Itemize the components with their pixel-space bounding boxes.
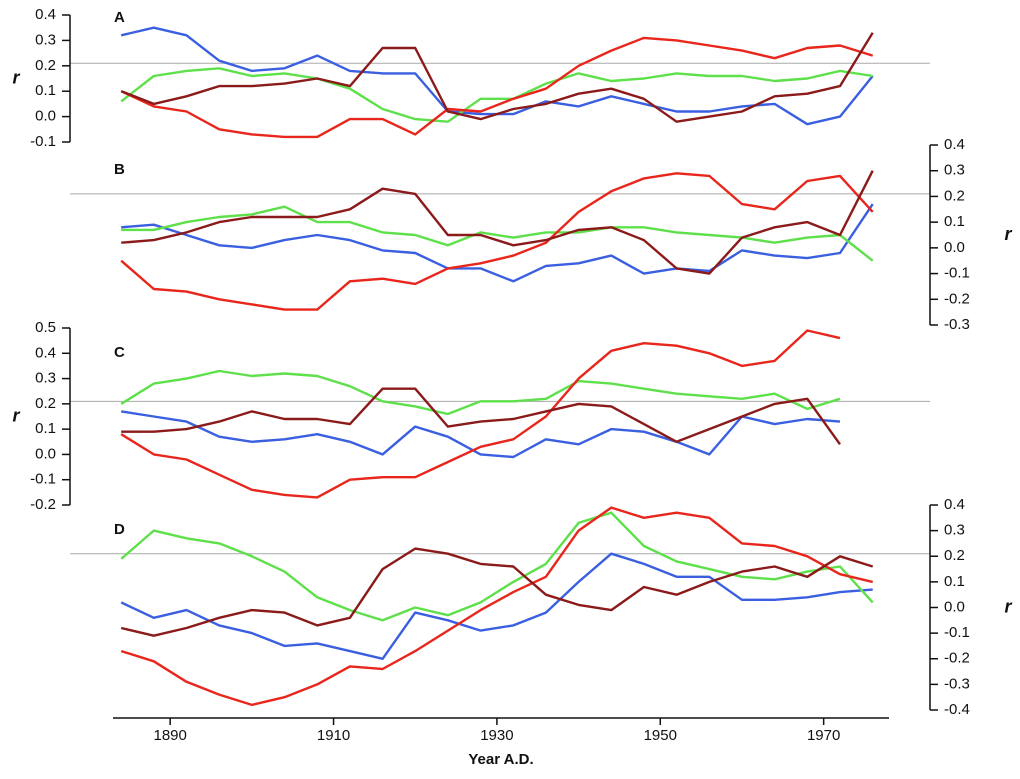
y-tick-label: 0.3 (35, 31, 56, 48)
y-tick-label: 0.2 (35, 395, 56, 412)
y-tick-label: 0.1 (35, 82, 56, 99)
y-tick-label: 0.0 (35, 445, 56, 462)
series-line (120, 26, 874, 126)
x-tick-label: 1970 (807, 727, 840, 744)
y-tick-label: 0.4 (944, 496, 965, 513)
series-line (121, 205, 874, 262)
y-tick-label: 0.2 (35, 57, 56, 74)
series-line (120, 67, 873, 123)
series-line (121, 203, 874, 283)
series-line (121, 387, 841, 446)
series-line (121, 170, 874, 275)
panel-label: D (114, 521, 125, 538)
y-tick-label: -0.1 (30, 471, 56, 488)
x-axis-label: Year A.D. (468, 751, 533, 768)
x-tick-label: 1910 (317, 727, 350, 744)
y-tick-label: 0.0 (944, 239, 965, 256)
series-line (120, 369, 841, 416)
y-tick-label: -0.2 (30, 496, 56, 513)
y-tick-label: 0.0 (944, 598, 965, 615)
y-tick-label: 0.3 (944, 162, 965, 179)
series-line (120, 506, 873, 707)
y-tick-label: 0.4 (944, 136, 965, 153)
y-tick-label: -0.1 (30, 133, 56, 150)
x-tick-label: 1950 (644, 727, 677, 744)
panel-label: C (114, 344, 125, 361)
y-tick-label: 0.2 (944, 547, 965, 564)
y-tick-label: 0.2 (944, 187, 965, 204)
y-tick-label: 0.1 (944, 213, 965, 230)
y-tick-label: -0.2 (944, 290, 970, 307)
y-tick-label: 0.3 (944, 522, 965, 539)
x-tick-label: 1890 (153, 727, 186, 744)
y-tick-label: -0.3 (944, 316, 970, 333)
series-line (120, 552, 873, 660)
series-line (120, 329, 841, 499)
y-tick-label: -0.4 (944, 701, 970, 718)
x-tick-label: 1930 (480, 727, 513, 744)
series-line (120, 32, 874, 123)
y-axis-label: r (1004, 224, 1012, 244)
series-line (120, 36, 874, 139)
y-tick-label: -0.1 (944, 624, 970, 641)
series-line (120, 547, 874, 637)
y-tick-label: 0.4 (35, 344, 56, 361)
y-tick-label: -0.3 (944, 675, 970, 692)
y-axis-label: r (12, 405, 20, 425)
y-tick-label: 0.1 (944, 573, 965, 590)
series-line (121, 410, 841, 459)
y-tick-label: 0.0 (35, 108, 56, 125)
series-line (120, 172, 874, 311)
y-tick-label: 0.5 (35, 319, 56, 336)
panel-label: B (114, 161, 125, 178)
y-tick-label: 0.4 (35, 6, 56, 23)
y-tick-label: 0.1 (35, 420, 56, 437)
y-tick-label: -0.2 (944, 650, 970, 667)
y-axis-label: r (1004, 596, 1012, 616)
series-line (120, 511, 874, 622)
panel-label: A (114, 9, 125, 26)
y-axis-label: r (12, 67, 20, 87)
y-tick-label: -0.1 (944, 265, 970, 282)
y-tick-label: 0.3 (35, 370, 56, 387)
